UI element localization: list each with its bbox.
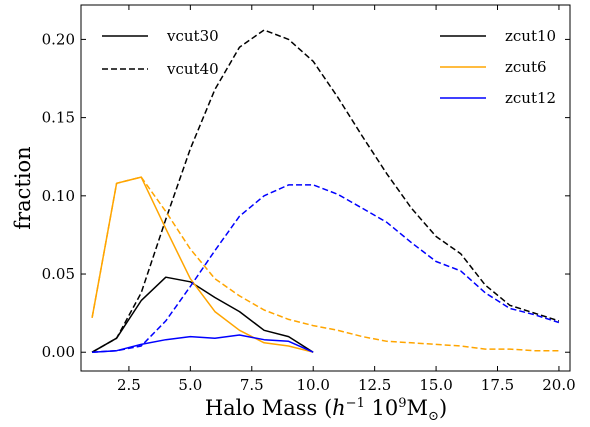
y-tick-label: 0.15 — [42, 109, 75, 127]
legend-label-vcut30: vcut30 — [166, 27, 219, 45]
x-tick-label: 12.5 — [358, 376, 391, 394]
legend-linestyle: vcut30 vcut40 — [102, 27, 219, 78]
y-tick-label: 0.10 — [42, 187, 75, 205]
legend-label-zcut12: zcut12 — [505, 89, 556, 107]
x-axis-label: Halo Mass (h−1 109M⊙) — [205, 396, 447, 424]
x-tick-label: 5.0 — [178, 376, 202, 394]
y-tick-label: 0.00 — [42, 343, 75, 361]
legend-label-vcut40: vcut40 — [166, 60, 219, 78]
legend-series: zcut10 zcut6 zcut12 — [440, 27, 556, 107]
x-tick-label: 10.0 — [297, 376, 330, 394]
plot-frame — [80, 4, 571, 372]
legend-label-zcut10: zcut10 — [505, 27, 556, 45]
series-layer — [91, 29, 560, 353]
x-tick-label: 20.0 — [542, 376, 575, 394]
y-axis-label: fraction — [11, 146, 35, 229]
x-tick-label: 17.5 — [481, 376, 514, 394]
x-tick-label: 15.0 — [419, 376, 452, 394]
series-line-zcut12-vcut30 — [92, 334, 314, 353]
series-line-zcut12-vcut40 — [92, 184, 560, 353]
x-tick-label: 7.5 — [240, 376, 264, 394]
series-line-zcut6-vcut40 — [91, 176, 559, 352]
y-tick-label: 0.05 — [42, 265, 75, 283]
y-tick-label: 0.20 — [42, 30, 75, 48]
x-axis: 2.5 5.0 7.5 10.0 12.5 15.0 17.5 20.0 — [117, 5, 576, 394]
y-axis: 0.00 0.05 0.10 0.15 0.20 — [42, 30, 570, 361]
x-tick-label: 2.5 — [117, 376, 141, 394]
legend-label-zcut6: zcut6 — [505, 58, 547, 76]
series-line-zcut10-vcut30 — [91, 276, 314, 353]
series-line-zcut10-vcut40 — [91, 29, 560, 353]
